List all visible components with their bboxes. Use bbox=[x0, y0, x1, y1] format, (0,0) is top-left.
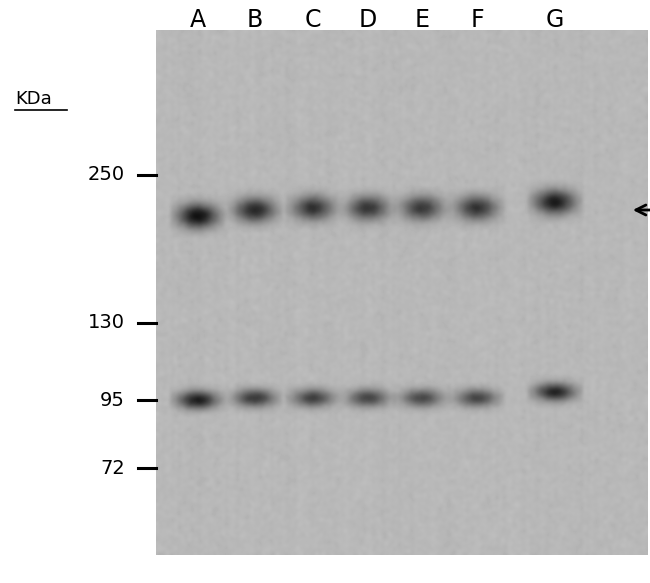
Text: F: F bbox=[470, 8, 484, 32]
Text: C: C bbox=[305, 8, 321, 32]
Text: 250: 250 bbox=[88, 166, 125, 184]
Text: KDa: KDa bbox=[15, 90, 52, 108]
Text: 95: 95 bbox=[100, 391, 125, 409]
Text: G: G bbox=[546, 8, 564, 32]
Text: D: D bbox=[359, 8, 377, 32]
Text: 72: 72 bbox=[100, 458, 125, 477]
Text: 130: 130 bbox=[88, 314, 125, 332]
Text: B: B bbox=[247, 8, 263, 32]
Text: E: E bbox=[415, 8, 430, 32]
Text: A: A bbox=[190, 8, 206, 32]
